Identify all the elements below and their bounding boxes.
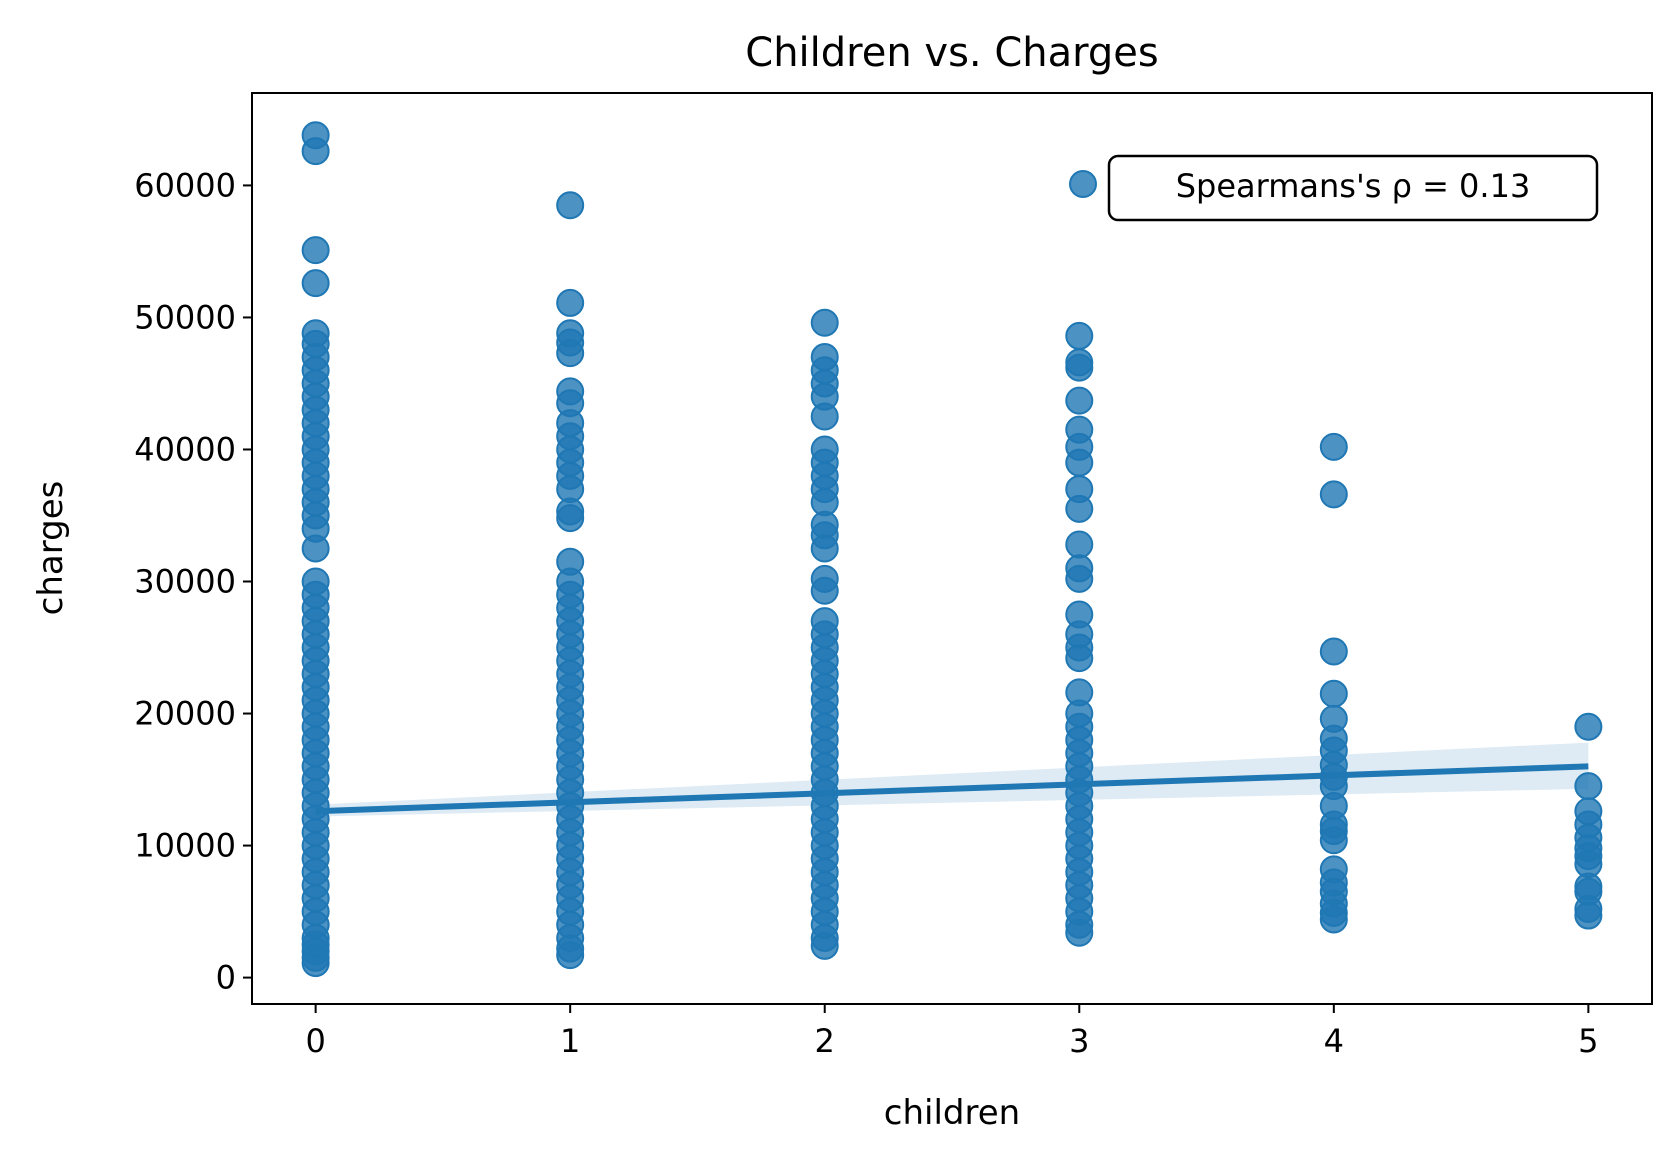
data-point (810, 607, 839, 636)
data-point (556, 288, 585, 317)
data-point (1319, 855, 1348, 884)
data-point (301, 269, 330, 298)
annotation-text: Spearmans's ρ = 0.13 (1176, 167, 1531, 205)
y-tick-label: 20000 (134, 695, 236, 733)
data-point (1574, 797, 1603, 826)
annotation-marker (1069, 170, 1097, 198)
regression-line (315, 763, 1589, 815)
data-point (1065, 600, 1094, 629)
data-point (1065, 530, 1094, 559)
data-point (556, 319, 585, 348)
data-point (1065, 348, 1094, 377)
data-point (1065, 475, 1094, 504)
x-tick-label: 5 (1578, 1022, 1598, 1060)
y-tick-label: 30000 (134, 563, 236, 601)
data-point (810, 435, 839, 464)
annotation-box (1107, 154, 1599, 222)
y-tick-label: 60000 (134, 166, 236, 204)
spearman-annotation: Spearmans's ρ = 0.13 (1069, 154, 1599, 222)
data-point (810, 564, 839, 593)
data-point (1065, 415, 1094, 444)
data-point (1319, 432, 1348, 461)
data-point (301, 319, 330, 348)
data-point (810, 343, 839, 372)
axis-ticks: 0 1 2 3 4 5 0 10000 20000 30000 40000 50000 60000 (134, 166, 1598, 1060)
data-point (1065, 386, 1094, 415)
data-point (1574, 772, 1603, 801)
y-axis-title: charges (31, 481, 71, 616)
data-point (1065, 554, 1094, 583)
data-point (556, 191, 585, 220)
x-tick-label: 0 (305, 1022, 325, 1060)
x-tick-label: 2 (815, 1022, 835, 1060)
y-tick-label: 40000 (134, 430, 236, 468)
x-tick-label: 1 (560, 1022, 580, 1060)
y-tick-label: 10000 (134, 827, 236, 865)
data-point (556, 377, 585, 406)
axes-frame (251, 92, 1653, 1005)
data-point (1319, 679, 1348, 708)
data-point (301, 567, 330, 596)
y-tick-label: 50000 (134, 298, 236, 336)
data-point (1065, 321, 1094, 350)
chart-title: Children vs. Charges (745, 30, 1158, 76)
data-point (301, 121, 330, 150)
data-point (1319, 637, 1348, 666)
x-tick-label: 3 (1069, 1022, 1089, 1060)
data-point (1319, 480, 1348, 509)
data-point (1319, 704, 1348, 733)
data-point (1574, 712, 1603, 741)
data-point (301, 236, 330, 265)
data-point (556, 547, 585, 576)
data-point (810, 308, 839, 337)
x-tick-label: 4 (1324, 1022, 1344, 1060)
data-point (1065, 678, 1094, 707)
plot-area (301, 121, 1603, 978)
x-axis-title: children (884, 1093, 1020, 1133)
y-tick-label: 0 (216, 959, 236, 997)
